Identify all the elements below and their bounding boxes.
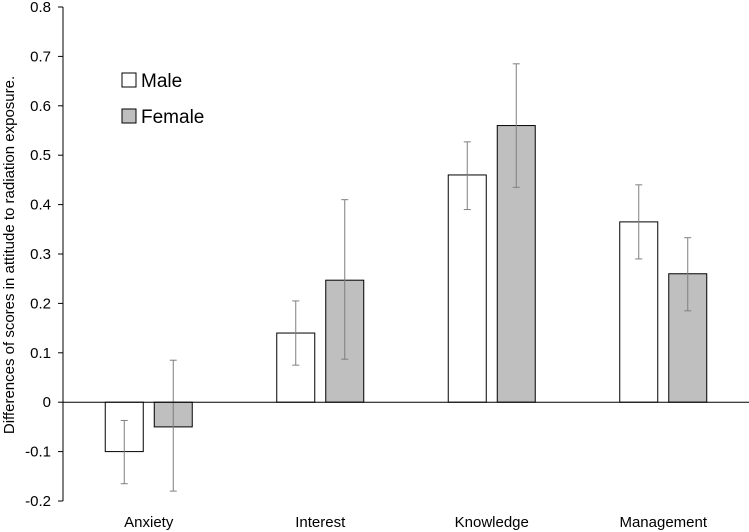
y-tick-label-0.7: 0.7 [30,48,51,65]
category-label-management: Management [619,514,707,531]
category-label-layer: Anxiety Interest Knowledge Management [124,514,708,531]
y-tick-label-0.6: 0.6 [30,98,51,115]
y-tick-label--0.2: -0.2 [25,493,51,510]
y-tick-label-0.4: 0.4 [30,197,51,214]
legend-swatch-male [121,72,137,88]
legend-swatch-female [121,108,137,124]
y-tick-label-0.1: 0.1 [30,345,51,362]
y-tick-label-0.8: 0.8 [30,0,51,16]
category-label-anxiety: Anxiety [124,514,174,531]
y-tick-label-0.2: 0.2 [30,295,51,312]
legend: Male Female [121,71,204,128]
y-tick-label-0: 0 [43,394,51,411]
legend-label-female: Female [141,107,204,128]
y-axis-title: Differences of scores in attitude to rad… [1,76,18,434]
bars-layer [104,63,708,492]
category-label-knowledge: Knowledge [455,514,529,531]
y-tick-label-0.5: 0.5 [30,147,51,164]
y-tick-label--0.1: -0.1 [25,444,51,461]
y-tick-layer: -0.2 -0.1 0 0.1 0.2 0.3 0.4 0.5 0.6 0.7 0.8 [25,0,51,510]
y-tick-label-0.3: 0.3 [30,246,51,263]
legend-label-male: Male [141,71,182,92]
axes-layer [58,6,749,502]
category-label-interest: Interest [295,514,346,531]
